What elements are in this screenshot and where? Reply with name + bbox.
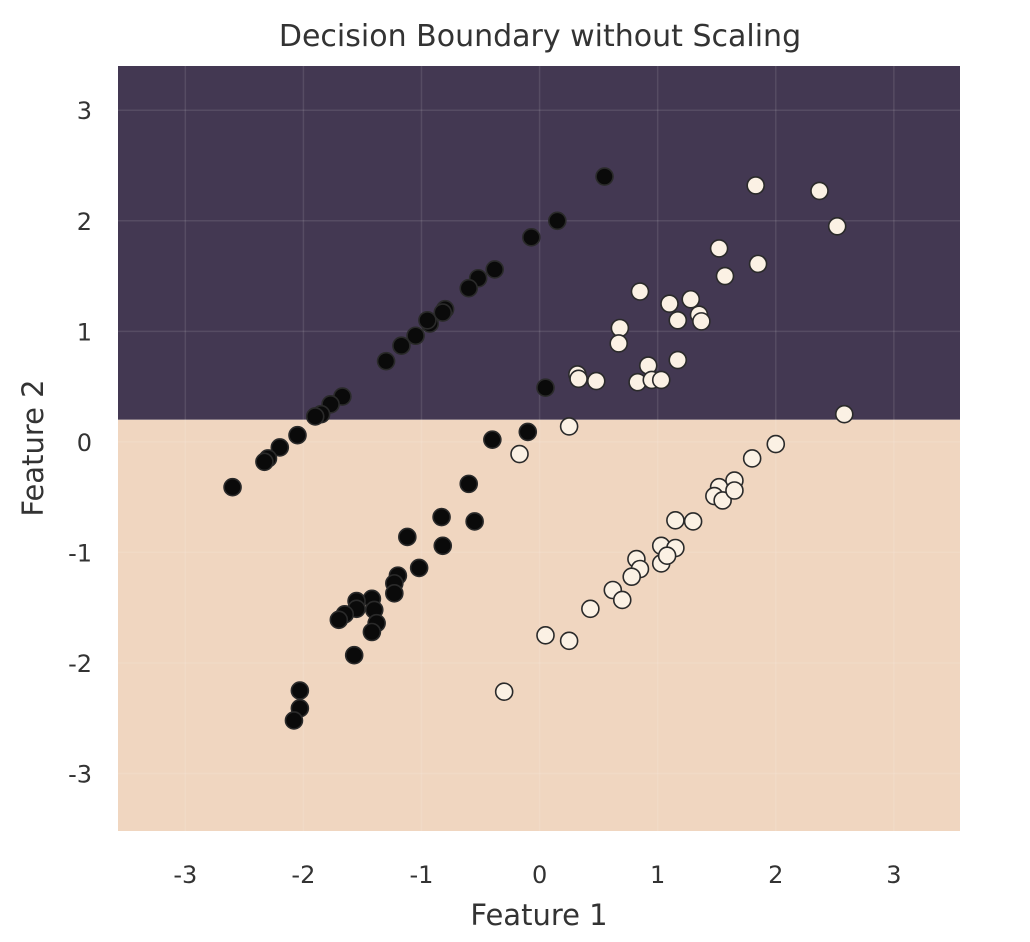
data-point-class-0	[595, 167, 614, 186]
data-point-class-1	[586, 371, 606, 391]
data-point-class-1	[622, 567, 642, 587]
data-point-class-0	[376, 351, 396, 371]
data-point-class-0	[432, 507, 451, 527]
y-tick-label: -1	[68, 539, 92, 567]
decision-region-class-0	[118, 66, 960, 420]
data-point-class-0	[284, 711, 304, 730]
data-point-class-1	[766, 434, 786, 454]
data-point-class-0	[536, 378, 555, 397]
data-point-class-1	[610, 318, 630, 338]
data-point-class-0	[288, 425, 307, 445]
data-point-class-1	[510, 444, 529, 464]
decision-region-class-1	[118, 419, 960, 831]
data-point-class-0	[433, 536, 453, 556]
data-point-class-0	[392, 336, 411, 355]
data-point-class-0	[409, 558, 429, 578]
data-point-class-1	[748, 254, 768, 274]
data-point-class-0	[483, 430, 502, 449]
data-point-class-0	[522, 228, 541, 247]
data-point-class-1	[709, 239, 729, 258]
data-point-class-1	[810, 181, 829, 201]
plot-area	[118, 66, 960, 831]
data-point-class-1	[683, 512, 703, 531]
x-tick-label: 2	[768, 861, 783, 889]
data-point-class-1	[668, 310, 688, 330]
data-point-class-0	[418, 310, 437, 330]
data-point-class-0	[465, 512, 484, 531]
data-point-class-1	[715, 266, 735, 286]
chart-title: Decision Boundary without Scaling	[279, 19, 801, 54]
data-point-class-0	[362, 622, 382, 642]
y-tick-label: -2	[68, 650, 92, 678]
data-point-class-1	[569, 369, 588, 389]
data-point-class-1	[630, 282, 650, 301]
data-point-class-1	[651, 370, 671, 390]
data-point-class-1	[834, 404, 854, 424]
x-tick-label: 3	[886, 861, 901, 889]
data-point-class-1	[681, 289, 701, 309]
data-point-class-1	[609, 334, 629, 353]
data-point-class-1	[668, 350, 688, 370]
data-point-class-1	[657, 546, 677, 566]
y-tick-label: 1	[77, 318, 92, 346]
data-point-class-0	[398, 527, 417, 547]
data-point-class-1	[742, 449, 762, 468]
data-point-class-0	[329, 610, 349, 630]
x-tick-label: -2	[291, 861, 315, 889]
x-tick-label: -1	[410, 861, 434, 889]
data-point-class-0	[290, 681, 310, 700]
data-point-class-0	[305, 407, 325, 426]
data-point-class-1	[559, 417, 579, 436]
data-point-class-0	[548, 211, 567, 231]
data-point-class-1	[559, 631, 579, 651]
data-point-class-0	[518, 422, 538, 442]
x-axis-ticks: -3 -2 -1 0 1 2 3	[173, 861, 901, 889]
data-point-class-1	[494, 682, 514, 702]
y-tick-label: 2	[77, 208, 92, 236]
x-tick-label: 1	[650, 861, 665, 889]
data-point-class-0	[459, 278, 479, 298]
data-point-class-0	[385, 584, 404, 603]
data-point-class-1	[536, 626, 555, 645]
data-point-class-1	[612, 590, 632, 610]
y-tick-label: -3	[68, 761, 92, 789]
y-tick-label: 3	[77, 97, 92, 125]
data-point-class-0	[223, 477, 242, 497]
data-points	[223, 167, 854, 730]
x-tick-label: 0	[532, 861, 547, 889]
data-point-class-0	[433, 303, 453, 322]
y-axis-label: Feature 2	[16, 379, 50, 516]
data-point-class-0	[344, 645, 364, 665]
data-point-class-0	[406, 326, 425, 346]
x-tick-label: -3	[173, 861, 197, 889]
data-point-class-1	[725, 481, 744, 500]
data-point-class-1	[692, 312, 711, 331]
data-point-class-0	[270, 438, 290, 457]
data-point-class-1	[660, 294, 679, 313]
y-axis-ticks: -3 -2 -1 0 1 2 3	[68, 97, 92, 788]
data-point-class-1	[827, 216, 847, 236]
data-point-class-1	[666, 511, 685, 530]
y-tick-label: 0	[77, 429, 92, 457]
data-point-class-0	[255, 452, 274, 472]
data-point-class-0	[459, 474, 479, 494]
grid-lines	[118, 66, 960, 831]
data-point-class-1	[581, 599, 600, 619]
data-point-class-1	[713, 491, 732, 510]
x-axis-label: Feature 1	[470, 898, 607, 932]
data-point-class-0	[485, 260, 505, 279]
data-point-class-1	[746, 176, 765, 195]
